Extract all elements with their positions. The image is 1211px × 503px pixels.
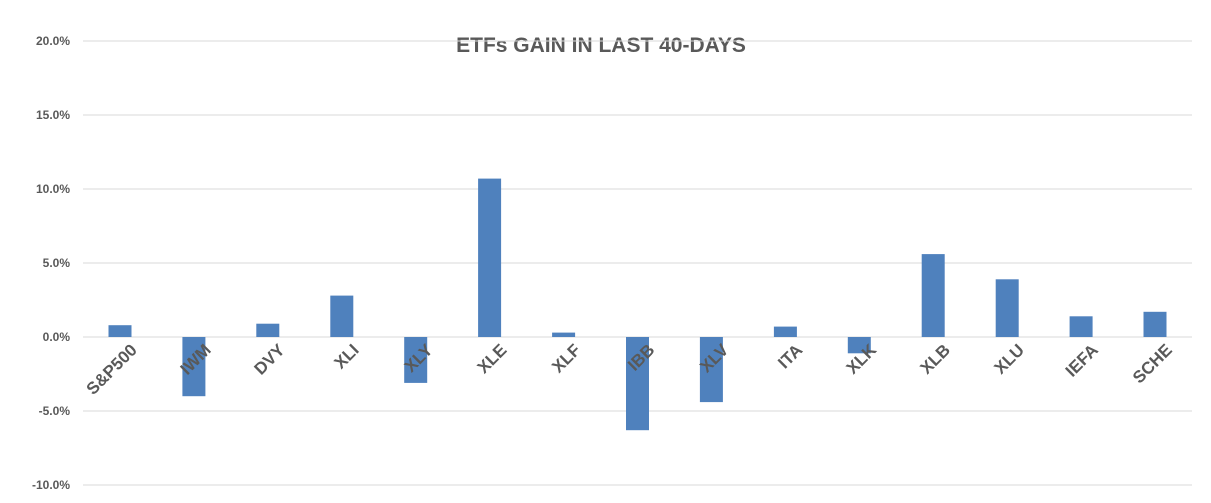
bar bbox=[626, 337, 649, 431]
x-category-label: XLI bbox=[330, 340, 362, 372]
bar bbox=[108, 325, 132, 337]
x-category-label: XLU bbox=[991, 340, 1028, 377]
x-category-label: DVY bbox=[250, 340, 289, 379]
bar bbox=[699, 337, 723, 403]
y-tick-label: 10.0% bbox=[36, 182, 70, 196]
bar bbox=[478, 178, 502, 337]
y-tick-label: 5.0% bbox=[43, 256, 71, 270]
x-category-label: IWM bbox=[177, 340, 215, 378]
bar bbox=[995, 279, 1019, 337]
y-tick-label: 20.0% bbox=[36, 34, 70, 48]
bar bbox=[847, 337, 871, 354]
x-category-label: SCHE bbox=[1129, 340, 1176, 387]
x-category-label: XLE bbox=[474, 340, 511, 377]
x-category-label: XLB bbox=[917, 340, 954, 377]
x-category-label: XLF bbox=[548, 340, 584, 376]
y-tick-label: 15.0% bbox=[36, 108, 70, 122]
bar bbox=[1143, 311, 1167, 337]
bars bbox=[108, 178, 1167, 431]
y-tick-label: -5.0% bbox=[39, 404, 71, 418]
bar bbox=[921, 254, 945, 337]
bar bbox=[404, 337, 428, 383]
y-tick-label: 0.0% bbox=[43, 330, 71, 344]
x-category-label: S&P500 bbox=[83, 340, 141, 398]
bar bbox=[256, 323, 280, 337]
chart-title: ETFs GAIN IN LAST 40-DAYS bbox=[456, 34, 746, 57]
x-category-label: IEFA bbox=[1062, 340, 1102, 380]
bar bbox=[330, 295, 354, 337]
bar bbox=[1069, 316, 1093, 337]
bar bbox=[552, 332, 576, 337]
y-axis-ticks: 20.0% 15.0% 10.0% 5.0% 0.0% -5.0% -10.0% bbox=[32, 34, 70, 492]
bar bbox=[182, 337, 206, 397]
y-tick-label: -10.0% bbox=[32, 478, 70, 492]
bar bbox=[773, 326, 797, 337]
x-category-label: ITA bbox=[774, 340, 806, 372]
